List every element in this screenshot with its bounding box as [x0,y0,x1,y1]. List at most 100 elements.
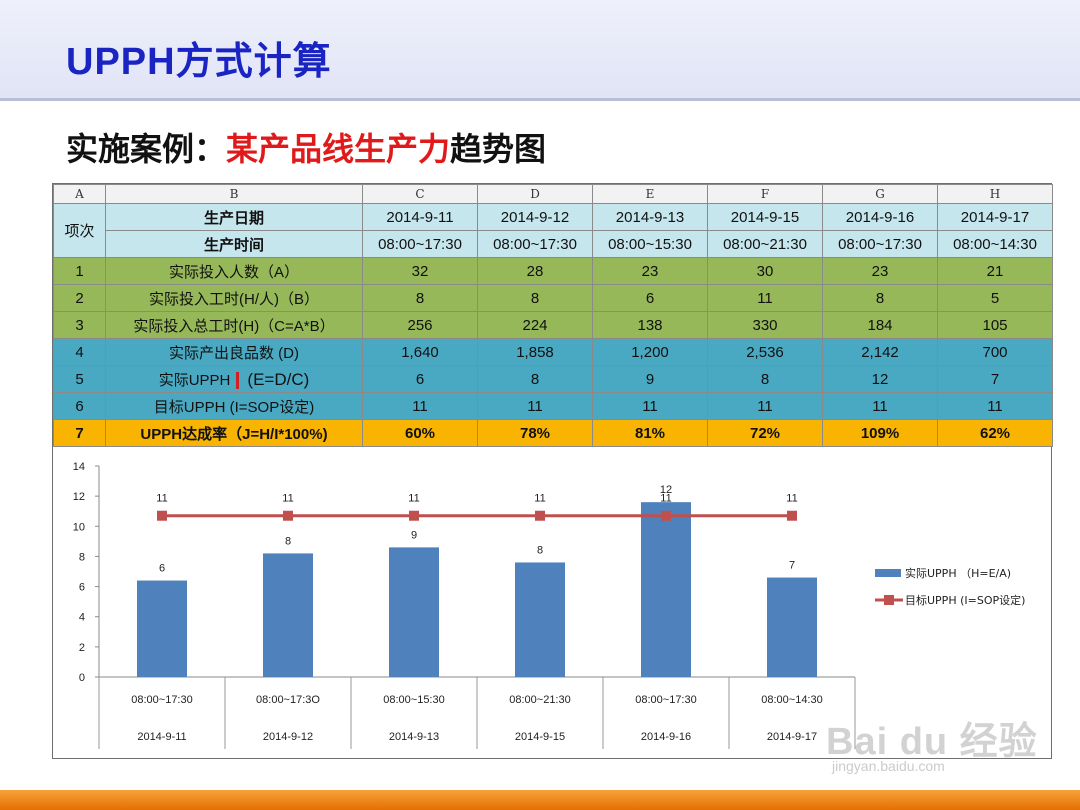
row-number: 4 [53,338,106,366]
value-cell: 21 [937,257,1053,285]
target-point [787,510,797,521]
column-letter: H [937,184,1053,204]
target-point [157,510,167,521]
y-tick-label: 2 [79,642,85,654]
watermark-url: jingyan.baidu.com [832,758,945,774]
table-row: 1 实际投入人数（A） 32 28 23 30 23 21 [53,257,1053,285]
row-label: 实际投入总工时(H)（C=A*B） [105,311,363,339]
time-cell: 08:00~21:30 [707,230,823,258]
bar-data-label: 8 [285,535,291,547]
value-cell: 12 [822,365,938,393]
legend-line-label: 目标UPPH (I=SOP设定) [905,593,1025,607]
page-title: UPPH方式计算 [66,41,332,83]
x-tick-label-date: 2014-9-11 [137,731,186,743]
line-data-label: 11 [660,493,671,505]
time-cell: 08:00~15:30 [592,230,708,258]
value-cell: 8 [822,284,938,312]
legend-line-marker [884,595,894,605]
value-cell: 9 [592,365,708,393]
row-label: 目标UPPH (I=SOP设定) [105,392,363,420]
row-number: 1 [53,257,106,285]
table-row: 7 UPPH达成率（J=H/I*100%) 60% 78% 81% 72% 109% 62% [53,419,1053,447]
subtitle-highlight: 某产品线生产力 [226,131,451,167]
value-cell: 11 [592,392,708,420]
x-tick-label-time: 08:00~17:30 [131,694,192,706]
column-letter: C [362,184,478,204]
x-tick-label-date: 2014-9-16 [641,731,691,743]
bar [641,502,691,677]
row-number: 2 [53,284,106,312]
value-cell: 109% [822,419,938,447]
row-label-text: 实际投入总工时(H)（C=A*B） [133,317,335,335]
x-tick-label-date: 2014-9-15 [515,731,565,743]
value-cell: 5 [937,284,1053,312]
date-cell: 2014-9-11 [362,203,478,231]
time-cell: 08:00~14:30 [937,230,1053,258]
x-tick-label-time: 08:00~15:30 [383,694,444,706]
value-cell: 30 [707,257,823,285]
row-number: 3 [53,311,106,339]
y-tick-label: 12 [73,491,85,503]
bar-data-label: 7 [789,560,795,572]
row-number: 6 [53,392,106,420]
value-cell: 8 [362,284,478,312]
row-label-formula: (E=D/C) [247,369,310,389]
column-letter: G [822,184,938,204]
value-cell: 11 [822,392,938,420]
date-cell: 2014-9-15 [707,203,823,231]
row-label-text: UPPH达成率（J=H/I*100%) [140,425,328,443]
time-cell: 08:00~17:30 [362,230,478,258]
table-row: 6 目标UPPH (I=SOP设定) 11 11 11 11 11 11 [53,392,1053,420]
spreadsheet: A B C D E F G H 项次 生产日期 2014-9-11 2014-9-12 2014-9-1… [52,183,1053,759]
value-cell: 6 [592,284,708,312]
value-cell: 23 [592,257,708,285]
row-label: 实际投入工时(H/人)（B） [105,284,363,312]
y-tick-label: 8 [79,551,85,563]
target-point [283,510,293,521]
value-cell: 256 [362,311,478,339]
value-cell: 700 [937,338,1053,366]
value-cell: 32 [362,257,478,285]
value-cell: 23 [822,257,938,285]
target-point [535,510,545,521]
row-label-text: 实际UPPH [158,371,231,389]
line-data-label: 11 [786,493,797,505]
bar-data-label: 8 [537,544,543,556]
x-tick-label-date: 2014-9-13 [389,731,439,743]
x-tick-label-date: 2014-9-12 [263,731,313,743]
value-cell: 224 [477,311,593,339]
date-cell: 2014-9-12 [477,203,593,231]
value-cell: 11 [362,392,478,420]
page-subtitle: 实施案例：某产品线生产力趋势图 [66,124,546,170]
x-tick-label-time: 08:00~14:30 [761,694,822,706]
y-tick-label: 10 [73,521,85,533]
cursor-mark [236,372,240,390]
time-label: 生产时间 [105,230,363,258]
x-tick-label-time: 08:00~17:3O [256,694,320,706]
value-cell: 184 [822,311,938,339]
value-cell: 62% [937,419,1053,447]
row-label-text: 实际投入工时(H/人)（B） [149,290,319,308]
value-cell: 6 [362,365,478,393]
line-data-label: 11 [408,493,419,505]
date-label: 生产日期 [105,203,363,231]
row-label: 实际UPPH (E=D/C) [105,365,363,393]
table-row: 2 实际投入工时(H/人)（B） 8 8 6 11 8 5 [53,284,1053,312]
value-cell: 330 [707,311,823,339]
column-letter: B [105,184,363,204]
value-cell: 105 [937,311,1053,339]
value-cell: 11 [937,392,1053,420]
data-table: A B C D E F G H 项次 生产日期 2014-9-11 2014-9-12 2014-9-1… [53,184,1053,447]
y-tick-label: 14 [73,461,85,473]
date-row: 项次 生产日期 2014-9-11 2014-9-12 2014-9-13 2014-9-… [53,203,1053,258]
bar [137,580,187,677]
row-label: 实际投入人数（A） [105,257,363,285]
value-cell: 81% [592,419,708,447]
y-tick-label: 6 [79,582,85,594]
value-cell: 78% [477,419,593,447]
value-cell: 2,142 [822,338,938,366]
table-row: 4 实际产出良品数 (D) 1,640 1,858 1,200 2,536 2,142 700 [53,338,1053,366]
row-label: UPPH达成率（J=H/I*100%) [105,419,363,447]
column-letter: D [477,184,593,204]
